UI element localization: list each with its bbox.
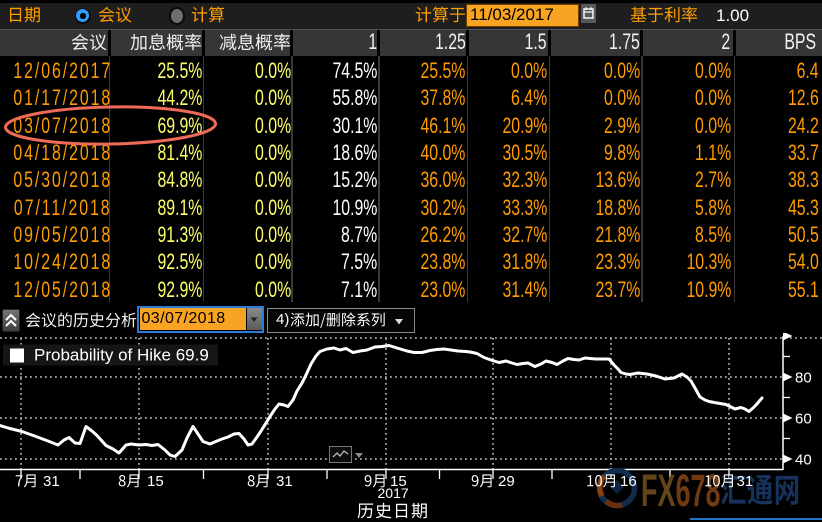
svg-text:40: 40 <box>795 452 812 469</box>
svg-text:Probability of Hike 69.9: Probability of Hike 69.9 <box>34 346 209 365</box>
svg-text:60: 60 <box>795 411 812 428</box>
svg-text:80: 80 <box>795 370 812 387</box>
